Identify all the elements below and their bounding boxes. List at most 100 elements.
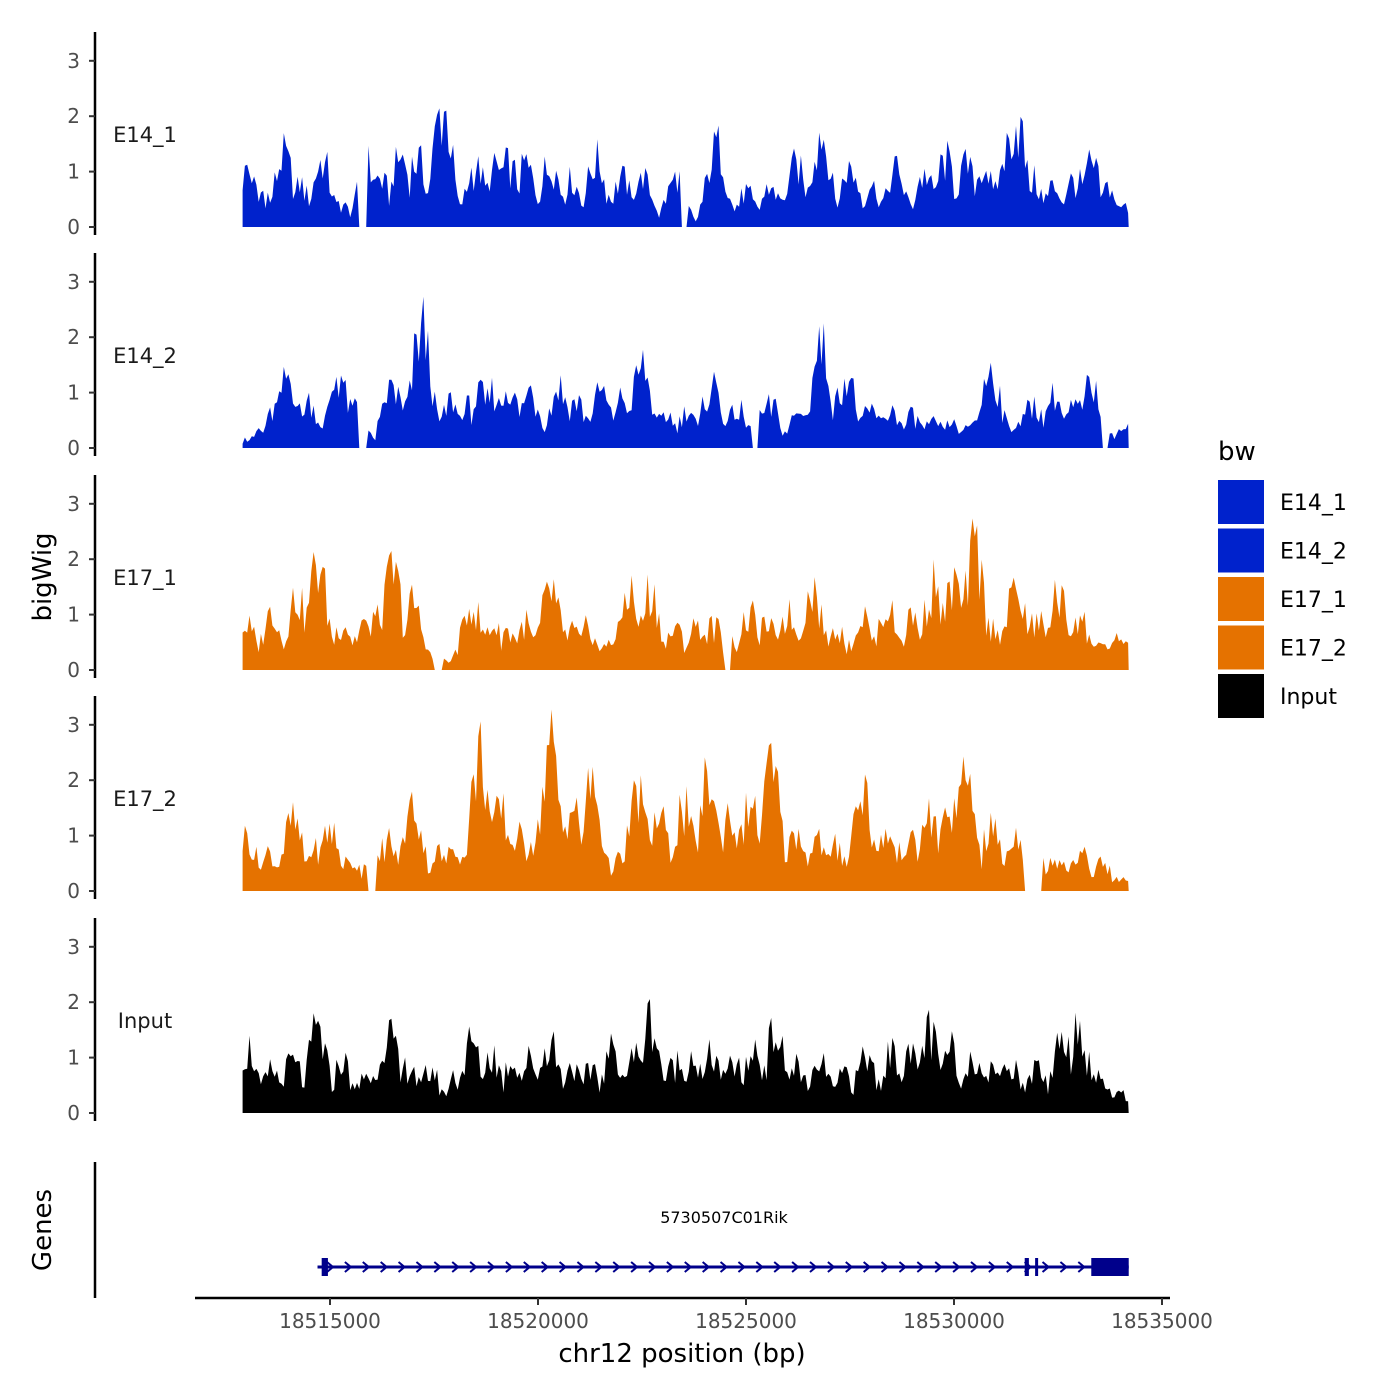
x-tick-label: 18515000 (279, 1309, 381, 1333)
x-axis-title: chr12 position (bp) (558, 1339, 805, 1369)
gene-strand-arrow (397, 1261, 407, 1273)
gene-model (317, 1258, 1129, 1276)
track-panel-Input: 0 1 2 3 Input (67, 918, 1129, 1125)
y-tick-label: 3 (67, 49, 80, 73)
y-tick-label: 0 (67, 658, 80, 682)
x-tick-label: 18520000 (487, 1309, 589, 1333)
legend-key-E14_1 (1218, 480, 1264, 524)
track-label-E14_1: E14_1 (113, 123, 177, 148)
gene-strand-arrow (380, 1261, 389, 1273)
gene-strand-arrow (469, 1261, 478, 1273)
legend-label-Input: Input (1280, 685, 1337, 710)
y-tick-label: 0 (67, 215, 80, 239)
y-tick-label: 0 (67, 436, 80, 460)
signal-area-E14_1 (242, 108, 1129, 227)
gene-strand-arrow (326, 1261, 335, 1273)
gene-exon (1024, 1258, 1029, 1276)
legend-key-Input (1218, 674, 1264, 718)
legend-key-E17_2 (1218, 625, 1264, 670)
y-tick-label: 0 (67, 1101, 80, 1125)
gene-strand-arrow (755, 1261, 764, 1273)
gene-strand-arrow (648, 1261, 657, 1273)
y-tick-label: 2 (67, 325, 80, 349)
signal-area-E14_2 (242, 296, 1129, 448)
track-panel-E17_2: 0 1 2 3 E17_2 (67, 696, 1129, 903)
gene-strand-arrow (684, 1261, 693, 1273)
x-axis: 18515000 18520000 18525000 18530000 18535000… (195, 1296, 1213, 1369)
gene-strand-arrow (612, 1261, 621, 1273)
tracks-layer: 0 1 2 3 E14_1 0 1 2 3 E14_2 0 1 2 3 E17_1 0 1 2 3 E17_2 0 1 2 3… (67, 32, 1129, 1125)
gene-strand-arrow (1041, 1261, 1051, 1273)
y-tick-label: 1 (67, 824, 80, 848)
gene-strand-arrow (970, 1261, 979, 1273)
gene-strand-arrow (558, 1261, 568, 1273)
track-label-E17_2: E17_2 (113, 787, 177, 812)
legend-key-E17_1 (1218, 577, 1264, 621)
gene-strand-arrow (916, 1261, 925, 1273)
y-tick-label: 1 (67, 603, 80, 627)
gene-strand-arrow (576, 1261, 585, 1273)
y-tick-label: 2 (67, 768, 80, 792)
y-tick-label: 1 (67, 160, 80, 184)
gene-strand-arrow (523, 1261, 532, 1273)
gene-strand-arrow (362, 1261, 371, 1273)
legend-label-E14_2: E14_2 (1280, 540, 1347, 565)
track-label-E17_1: E17_1 (113, 566, 177, 591)
genes-panel-title: Genes (28, 1189, 58, 1271)
gene-strand-arrow (1077, 1261, 1086, 1273)
signal-area-Input (242, 999, 1129, 1113)
gene-strand-arrow (594, 1261, 603, 1273)
track-panel-E14_1: 0 1 2 3 E14_1 (67, 32, 1129, 239)
gene-strand-arrow (791, 1261, 800, 1273)
y-tick-label: 2 (67, 990, 80, 1014)
gene-strand-arrow (344, 1261, 353, 1273)
gene-strand-arrow (415, 1261, 425, 1273)
x-tick-label: 18525000 (695, 1309, 797, 1333)
track-label-Input: Input (118, 1009, 172, 1033)
gene-strand-arrow (719, 1261, 729, 1273)
y-tick-label: 3 (67, 492, 80, 516)
gene-strand-arrow (1006, 1261, 1015, 1273)
gene-strand-arrow (934, 1261, 943, 1273)
y-tick-label: 2 (67, 547, 80, 571)
gene-strand-arrow (1059, 1261, 1068, 1273)
legend-title: bw (1218, 437, 1256, 467)
gene-strand-arrow (702, 1261, 711, 1273)
gene-strand-arrow (630, 1261, 639, 1273)
gene-strand-arrow (809, 1261, 818, 1273)
gene-strand-arrow (880, 1261, 890, 1273)
legend-key-E14_2 (1218, 528, 1264, 573)
y-tick-label: 0 (67, 879, 80, 903)
gene-strand-arrow (541, 1261, 550, 1273)
x-tick-label: 18535000 (1111, 1309, 1213, 1333)
y-tick-label: 2 (67, 104, 80, 128)
x-tick-label: 18530000 (903, 1309, 1005, 1333)
legend-label-E17_2: E17_2 (1280, 637, 1347, 662)
signal-area-E17_2 (242, 709, 1129, 891)
y-tick-label: 3 (67, 270, 80, 294)
gene-strand-arrow (487, 1261, 496, 1273)
gene-strand-arrow (737, 1261, 746, 1273)
gene-strand-arrow (451, 1261, 460, 1273)
gene-strand-arrow (773, 1261, 782, 1273)
gene-strand-arrow (666, 1261, 675, 1273)
gene-strand-arrow (827, 1261, 836, 1273)
gene-strand-arrow (898, 1261, 907, 1273)
gene-strand-arrow (505, 1261, 514, 1273)
gene-name-label: 5730507C01Rik (660, 1208, 788, 1227)
y-tick-label: 3 (67, 935, 80, 959)
legend-label-E14_1: E14_1 (1280, 491, 1347, 516)
legend: bw E14_1 E14_2 E17_1 E17_2 Input (1218, 437, 1347, 718)
gene-strand-arrow (845, 1261, 854, 1273)
gene-strand-arrow (433, 1261, 442, 1273)
track-panel-E14_2: 0 1 2 3 E14_2 (67, 253, 1129, 460)
y-tick-label: 1 (67, 1046, 80, 1070)
legend-label-E17_1: E17_1 (1280, 588, 1347, 613)
y-tick-label: 1 (67, 381, 80, 405)
y-tick-label: 3 (67, 713, 80, 737)
track-label-E14_2: E14_2 (113, 344, 177, 369)
gene-strand-arrow (988, 1261, 997, 1273)
track-panel-E17_1: 0 1 2 3 E17_1 (67, 475, 1129, 682)
gene-strand-arrow (862, 1261, 872, 1273)
signal-area-E17_1 (242, 518, 1129, 670)
